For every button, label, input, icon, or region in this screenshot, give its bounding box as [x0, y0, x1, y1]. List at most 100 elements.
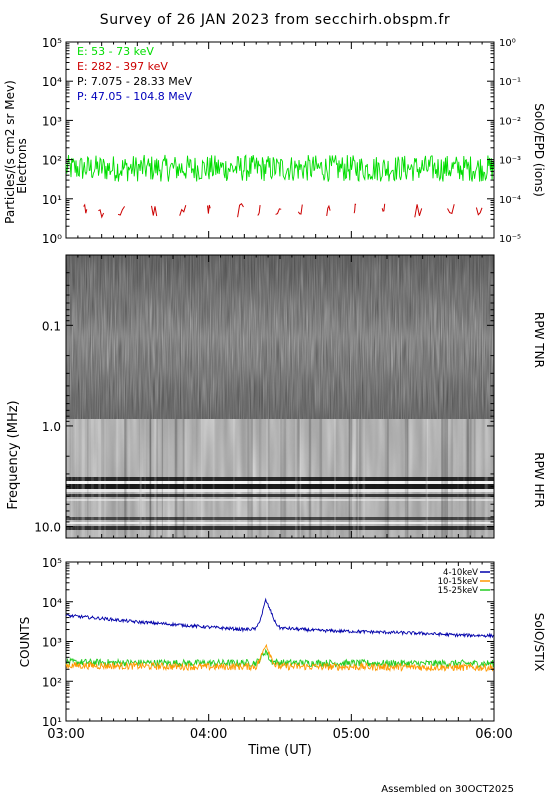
rpw-sublabel-tnr: RPW TNR — [532, 312, 546, 368]
stix-legend-entry: 10-15keV — [438, 577, 479, 587]
stix-ticks-group: 03:00 04:00 05:00 06:00 10¹ 10² 10³ 10⁴ 10⁵ — [42, 556, 513, 742]
epd-series-electron-high-segment — [117, 206, 126, 216]
rpw-tnr-shade — [66, 255, 494, 419]
rpw-hfr-streak — [86, 419, 89, 538]
epd-y-tick-label-right: 10⁻² — [499, 116, 521, 127]
epd-ticks-group: 10⁰ 10¹ 10² 10³ 10⁴ 10⁵ 10⁻⁵ 10⁻⁴ 10⁻³ 10⁻² 10⁻¹ 10… — [42, 36, 521, 246]
rpw-hfr-streak — [384, 419, 388, 538]
rpw-hfr-streak — [467, 419, 470, 538]
rpw-hfr-streak — [349, 419, 352, 538]
rpw-hfr-streak — [161, 419, 163, 538]
epd-y-tick-label: 10⁵ — [42, 36, 62, 50]
rpw-hfr-streak — [66, 419, 69, 538]
rpw-hfr-streak — [184, 419, 187, 538]
epd-plot-frame — [65, 41, 495, 239]
stix-panel: 03:00 04:00 05:00 06:00 10¹ 10² 10³ 10⁴ 10⁵ 4-10… — [18, 556, 546, 758]
rpw-hfr-band — [66, 477, 494, 481]
rpw-hfr-streak — [352, 419, 356, 538]
rpw-hfr-streak — [115, 419, 118, 538]
stix-y-tick-label: 10³ — [42, 636, 62, 650]
stix-y-tick-label: 10² — [42, 675, 62, 689]
figure-title: Survey of 26 JAN 2023 from secchirh.obsp… — [100, 12, 451, 28]
rpw-hfr-streak — [348, 419, 350, 538]
rpw-hfr-streak — [98, 419, 102, 538]
rpw-hfr-streak — [280, 419, 283, 538]
rpw-hfr-streak — [182, 419, 185, 538]
rpw-hfr-streak — [425, 419, 428, 538]
rpw-hfr-streak — [75, 419, 77, 538]
rpw-hfr-streak — [212, 419, 215, 538]
rpw-hfr-streak — [484, 419, 487, 538]
rpw-hfr-streak — [128, 419, 130, 538]
rpw-hfr-streak — [233, 419, 235, 538]
rpw-hfr-streak — [319, 419, 323, 538]
stix-y-tick-label: 10¹ — [42, 715, 62, 729]
epd-y-tick-label-right: 10⁻³ — [499, 156, 521, 167]
rpw-hfr-streak — [174, 419, 177, 538]
footer-assembled: Assembled on 30OCT2025 — [381, 784, 514, 795]
rpw-hfr-streak — [144, 419, 146, 538]
epd-panel: 10⁰ 10¹ 10² 10³ 10⁴ 10⁵ 10⁻⁵ 10⁻⁴ 10⁻³ 10⁻² 10⁻¹ 10… — [3, 36, 546, 246]
epd-series-electron-high-segment — [179, 205, 187, 216]
stix-plot-frame — [65, 561, 495, 722]
rpw-hfr-streak — [450, 419, 454, 538]
epd-series-electron-low — [65, 154, 495, 183]
stix-xlabel: Time (UT) — [247, 743, 312, 758]
stix-y-tick-label: 10⁵ — [42, 556, 62, 570]
rpw-hfr-streak — [80, 419, 84, 538]
rpw-hfr-streak — [362, 419, 366, 538]
stix-series-4-10keV — [65, 597, 494, 639]
epd-y-tick-label-right: 10⁻⁵ — [499, 234, 521, 245]
rpw-spectrogram — [66, 255, 494, 538]
rpw-hfr-streak — [265, 419, 269, 538]
rpw-hfr-streak — [247, 419, 250, 538]
rpw-hfr-streak — [149, 419, 152, 538]
rpw-hfr-band — [66, 481, 494, 484]
rpw-hfr-streak — [139, 419, 142, 538]
rpw-hfr-streak — [77, 419, 79, 538]
rpw-hfr-streak — [473, 419, 476, 538]
rpw-hfr-streak — [356, 419, 358, 538]
rpw-hfr-streak — [71, 419, 73, 538]
rpw-hfr-streak — [441, 419, 444, 538]
rpw-hfr-streak — [404, 419, 407, 538]
stix-x-tick-label: 05:00 — [333, 727, 370, 742]
epd-y-tick-label: 10⁴ — [42, 75, 62, 89]
stix-x-tick-label: 06:00 — [475, 727, 512, 742]
rpw-hfr-streak — [470, 419, 472, 538]
rpw-hfr-band — [66, 522, 494, 524]
epd-series-electron-high-segment — [207, 204, 211, 214]
rpw-hfr-band — [66, 494, 494, 497]
rpw-hfr-streak — [193, 419, 197, 538]
rpw-hfr-streak — [139, 419, 142, 538]
epd-series-electron-high-segment — [381, 203, 386, 212]
stix-ylabel: COUNTS — [18, 617, 32, 668]
rpw-hfr-band — [66, 484, 494, 489]
epd-series-electron-high-segment — [275, 208, 282, 215]
rpw-hfr-streak — [140, 419, 142, 538]
stix-y-tick-label: 10⁴ — [42, 596, 62, 610]
rpw-hfr-band — [66, 499, 494, 501]
rpw-y-tick-label: 0.1 — [42, 319, 61, 333]
epd-y-tick-label: 10² — [42, 154, 62, 168]
rpw-hfr-band — [66, 517, 494, 520]
epd-ylabel-right: SolO/EPD (ions) — [532, 103, 546, 197]
rpw-hfr-bands — [66, 419, 494, 538]
epd-ylabel-left: Particles/(s cm2 sr Mev) — [3, 80, 17, 224]
rpw-hfr-streak — [200, 419, 203, 538]
epd-series-electron-high-segment — [353, 203, 357, 214]
rpw-hfr-streak — [485, 419, 489, 538]
rpw-hfr-streak — [358, 419, 361, 538]
rpw-y-tick-label: 10.0 — [34, 521, 61, 535]
rpw-hfr-streak — [466, 419, 469, 538]
rpw-hfr-streak — [283, 419, 287, 538]
epd-y-tick-label-right: 10⁰ — [499, 38, 516, 49]
rpw-panel: 0.1 1.0 10.0 Frequency (MHz) RPW TNR RPW H… — [6, 254, 546, 539]
rpw-hfr-streak — [104, 419, 106, 538]
epd-legend-entry: E: 282 - 397 keV — [77, 60, 168, 73]
epd-y-tick-label: 10³ — [42, 114, 62, 128]
epd-series-electron-high-segment — [257, 205, 261, 216]
rpw-hfr-band — [66, 526, 494, 530]
rpw-hfr-band — [66, 489, 494, 492]
